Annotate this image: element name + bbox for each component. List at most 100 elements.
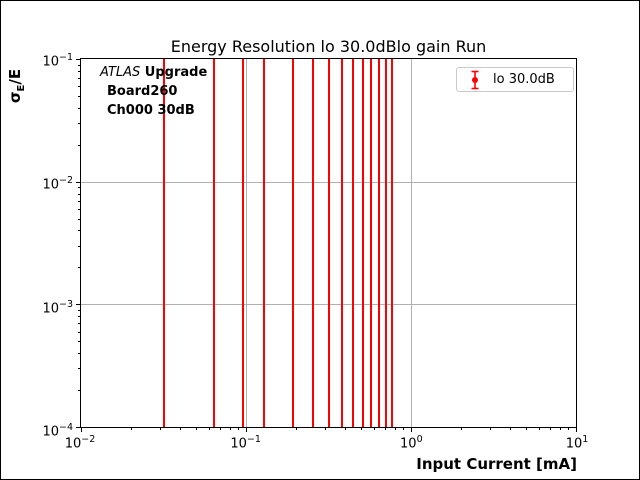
y-minor-tick (78, 218, 81, 220)
annotation-block: ATLAS Upgrade Board260 Ch000 30dB (100, 63, 207, 120)
y-axis-label-subscript: E (16, 84, 27, 92)
x-minor-tick (460, 427, 462, 430)
errorbar-line (291, 59, 294, 427)
legend-box: lo 30.0dB (456, 67, 574, 92)
x-minor-tick (568, 427, 570, 430)
y-minor-tick (78, 193, 81, 195)
x-minor-tick (385, 427, 387, 430)
y-minor-tick (78, 144, 81, 146)
x-minor-tick (180, 427, 182, 430)
x-minor-tick (220, 427, 222, 430)
y-axis-label: σE/E (6, 30, 27, 142)
errorbar-line (370, 59, 373, 427)
errorbar-marker-icon (471, 70, 479, 89)
x-gridline (246, 59, 247, 427)
errorbar-line (341, 59, 344, 427)
x-axis-label: Input Current [mA] (416, 455, 577, 473)
y-minor-tick (78, 208, 81, 210)
y-minor-tick (78, 187, 81, 189)
x-minor-tick (403, 427, 405, 430)
annotation-experiment: ATLAS (100, 65, 141, 80)
annotation-board: Board260 (107, 84, 178, 99)
x-minor-tick (209, 427, 211, 430)
y-minor-tick (78, 86, 81, 88)
y-minor-tick (78, 245, 81, 247)
x-minor-tick (196, 427, 198, 430)
x-major-tick (81, 427, 82, 432)
x-tick-label: 100 (400, 434, 423, 452)
x-gridline (411, 59, 412, 427)
y-minor-tick (78, 78, 81, 79)
tick-exponent: 0 (416, 434, 423, 445)
x-minor-tick (130, 427, 132, 430)
y-minor-tick (78, 95, 81, 97)
chart-title: Energy Resolution lo 30.0dBlo gain Run (170, 37, 487, 56)
x-minor-tick (230, 427, 231, 430)
x-major-tick (576, 427, 577, 432)
tick-exponent: −2 (81, 434, 96, 445)
y-minor-tick (78, 323, 81, 325)
tick-exponent: −2 (58, 175, 73, 187)
x-minor-tick (295, 427, 297, 430)
x-major-tick (246, 427, 247, 432)
errorbar-line (362, 59, 365, 427)
x-tick-label: 10−2 (64, 434, 96, 452)
y-minor-tick (78, 123, 81, 125)
y-minor-tick (78, 390, 81, 392)
plot-area (76, 58, 577, 432)
y-major-tick (76, 427, 81, 428)
y-minor-tick (78, 309, 81, 311)
errorbar-line (213, 59, 216, 427)
y-tick-label: 10−1 (42, 52, 73, 70)
errorbar-line (328, 59, 331, 427)
x-minor-tick (550, 427, 552, 430)
errorbar-line (384, 59, 387, 427)
tick-exponent: −4 (58, 422, 73, 433)
y-tick-label: 10−2 (42, 175, 73, 193)
tick-exponent: −1 (246, 434, 261, 445)
x-minor-tick (526, 427, 528, 430)
x-minor-tick (510, 427, 512, 430)
y-major-tick (76, 304, 81, 306)
errorbar-line (242, 59, 245, 427)
x-minor-tick (374, 427, 376, 430)
tick-exponent: 1 (582, 434, 589, 445)
y-minor-tick (78, 368, 81, 370)
y-minor-tick (78, 341, 81, 343)
errorbar-line (163, 59, 166, 427)
x-minor-tick (159, 427, 161, 430)
y-minor-tick (78, 107, 81, 109)
y-major-tick (76, 59, 81, 60)
legend-entry-label: lo 30.0dB (493, 72, 555, 87)
y-minor-tick (78, 267, 81, 269)
x-tick-label: 10−1 (230, 434, 261, 452)
annotation-line-experiment: ATLAS Upgrade (100, 63, 207, 82)
y-major-tick (76, 181, 81, 183)
y-tick-label: 10−4 (42, 422, 73, 440)
tick-exponent: −3 (58, 298, 73, 310)
x-minor-tick (238, 427, 240, 430)
y-minor-tick (78, 64, 81, 66)
x-tick-label: 101 (565, 434, 589, 452)
y-minor-tick (78, 70, 81, 72)
errorbar-line (352, 59, 355, 427)
x-minor-tick (345, 427, 347, 430)
y-minor-tick (78, 353, 81, 355)
errorbar-line (262, 59, 265, 427)
x-minor-tick (395, 427, 396, 430)
x-minor-tick (489, 427, 491, 430)
y-minor-tick (78, 200, 81, 202)
x-minor-tick (361, 427, 363, 430)
tick-exponent: −1 (58, 52, 73, 63)
y-minor-tick (78, 316, 81, 318)
errorbar-line (378, 59, 381, 427)
y-minor-tick (78, 230, 81, 232)
errorbar-line (391, 59, 394, 427)
errorbar-line (312, 59, 315, 427)
annotation-channel: Ch000 30dB (107, 103, 195, 118)
x-minor-tick (560, 427, 561, 430)
x-minor-tick (539, 427, 541, 430)
y-axis-label-sigma: σ (6, 91, 24, 104)
y-tick-label: 10−3 (42, 298, 73, 316)
